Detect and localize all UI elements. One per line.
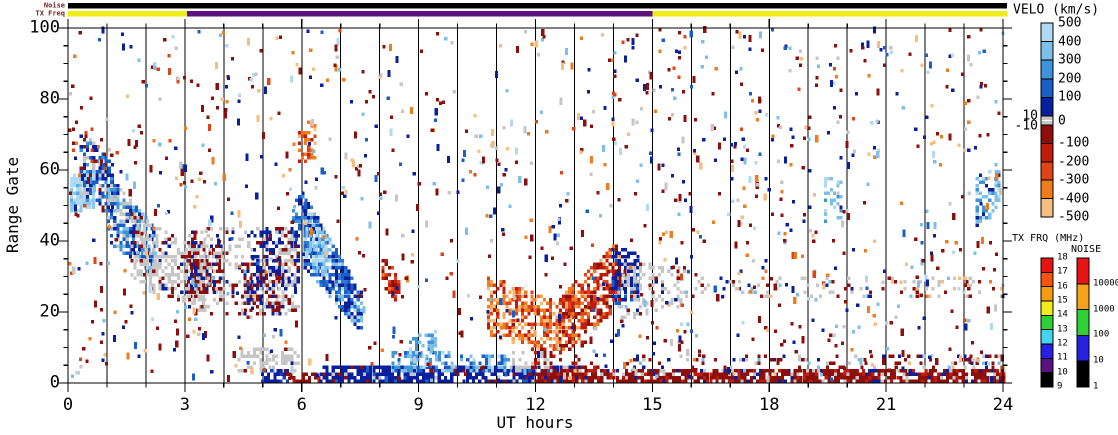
noise-colorbar-tick-label: 100	[1093, 329, 1110, 340]
noise-colorbar-tick-label: 10	[1093, 355, 1104, 366]
velocity-colorbar-tick-label: -200	[1058, 154, 1090, 170]
noise-colorbar-tick-label: 1	[1093, 381, 1099, 392]
velocity-colorbar-tick-label: -500	[1058, 209, 1090, 225]
velocity-colorbar-title: VELO (km/s)	[1013, 2, 1100, 18]
velocity-colorbar-tick-label: 500	[1058, 15, 1082, 31]
txfreq-colorbar-tick-label: 15	[1057, 295, 1068, 306]
x-tick-label: 9	[413, 395, 424, 415]
velocity-colorbar-tick-label: -400	[1058, 191, 1090, 207]
x-tick-label: 24	[992, 395, 1014, 415]
x-tick-label: 21	[875, 395, 897, 415]
txfreq-colorbar-tick-label: 16	[1057, 281, 1068, 292]
velocity-zero-lower-label: -10	[1014, 118, 1038, 134]
y-tick-label: 0	[49, 372, 60, 393]
velocity-colorbar-tick-label: 100	[1058, 89, 1082, 105]
y-tick-label: 20	[39, 301, 60, 322]
txfreq-colorbar-tick-label: 18	[1057, 252, 1068, 263]
txfreq-colorbar-tick-label: 10	[1057, 367, 1068, 378]
x-axis-title: UT hours	[496, 413, 574, 432]
velocity-zero-upper-label: 10	[1022, 108, 1038, 124]
noise-colorbar-tick-label: 1000	[1093, 304, 1115, 315]
y-tick-label: 40	[39, 230, 60, 251]
velocity-colorbar-tick-label: 0	[1058, 113, 1066, 128]
txfreq-colorbar-title: TX FRQ (MHz)	[1012, 233, 1085, 244]
noise-colorbar-tick-label: 10000	[1093, 278, 1118, 289]
txfreq-bar-label: TX Freq	[35, 9, 65, 18]
x-tick-label: 12	[525, 395, 546, 415]
x-tick-label: 3	[179, 395, 190, 415]
y-axis-title: Range Gate	[3, 156, 22, 254]
txfreq-colorbar-tick-label: 12	[1057, 338, 1068, 349]
noise-colorbar-title: NOISE	[1071, 244, 1102, 255]
txfreq-colorbar-tick-label: 11	[1057, 352, 1068, 363]
noise-bar-label: Noise	[43, 1, 65, 10]
x-tick-label: 18	[759, 395, 780, 415]
y-tick-label: 100	[29, 17, 60, 38]
txfreq-colorbar-tick-label: 14	[1057, 309, 1068, 320]
velocity-colorbar-tick-label: 300	[1058, 52, 1082, 68]
txfreq-colorbar-tick-label: 17	[1057, 266, 1068, 277]
txfreq-colorbar-tick-label: 13	[1057, 324, 1068, 335]
velocity-colorbar-tick-label: 400	[1058, 34, 1082, 50]
velocity-colorbar-tick-label: 200	[1058, 71, 1082, 87]
txfreq-colorbar-tick-label: 9	[1057, 381, 1063, 392]
y-tick-label: 60	[39, 159, 60, 180]
velocity-colorbar-tick-label: -300	[1058, 172, 1090, 188]
velocity-colorbar-tick-label: -100	[1058, 135, 1090, 151]
y-tick-label: 80	[39, 88, 60, 109]
x-tick-label: 0	[62, 395, 74, 415]
x-tick-label: 15	[642, 395, 663, 415]
x-tick-label: 6	[296, 395, 307, 415]
